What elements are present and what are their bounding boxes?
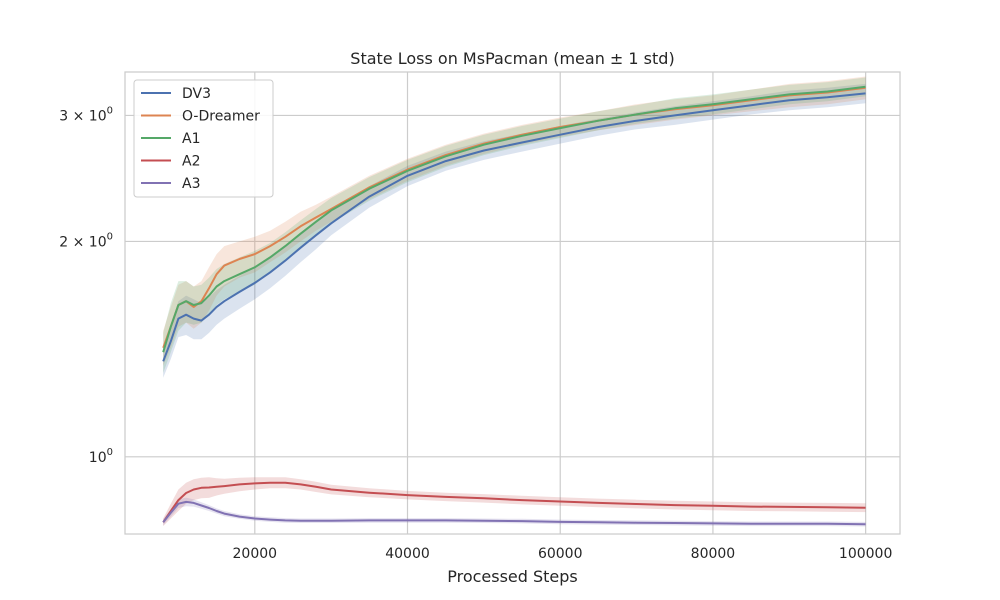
- x-axis-label: Processed Steps: [447, 567, 578, 586]
- legend-label-a3: A3: [182, 176, 200, 192]
- legend-label-a1: A1: [182, 131, 200, 147]
- legend-box: [133, 79, 274, 198]
- y-tick-base: 10: [89, 450, 107, 466]
- y-tick-exponent: 0: [107, 447, 113, 458]
- y-tick-base: 3 × 10: [59, 108, 106, 124]
- x-tick-label: 20000: [233, 546, 278, 562]
- x-tick-label: 60000: [538, 546, 583, 562]
- y-tick-base: 2 × 10: [59, 234, 106, 250]
- plot-area-frame: [124, 71, 901, 535]
- series-line-a1: [162, 85, 866, 353]
- legend: DV3 O-Dreamer A1 A2 A3: [133, 79, 274, 198]
- y-tick-exponent: 0: [107, 105, 113, 116]
- series-line-a2: [162, 481, 866, 523]
- x-tick-label: 40000: [385, 546, 430, 562]
- legend-label-dv3: DV3: [182, 86, 211, 102]
- series-lines: [162, 85, 866, 526]
- std-band-o-dreamer: [163, 76, 866, 366]
- x-axis-ticks: 20000 40000 60000 80000 100000: [233, 546, 893, 562]
- series-line-a3: [162, 500, 866, 526]
- chart-title: State Loss on MsPacman (mean ± 1 std): [350, 49, 674, 68]
- x-tick-label: 100000: [839, 546, 892, 562]
- series-line-dv3: [162, 92, 866, 362]
- y-tick-label: 2 × 100: [59, 231, 113, 250]
- y-tick-exponent: 0: [107, 231, 113, 242]
- x-tick-label: 80000: [691, 546, 736, 562]
- legend-label-o-dreamer: O-Dreamer: [182, 109, 260, 125]
- y-tick-label: 100: [89, 447, 113, 466]
- std-band-a3: [163, 497, 866, 527]
- std-band-dv3: [163, 83, 866, 378]
- legend-label-a2: A2: [182, 154, 200, 170]
- y-tick-label: 3 × 100: [59, 105, 113, 124]
